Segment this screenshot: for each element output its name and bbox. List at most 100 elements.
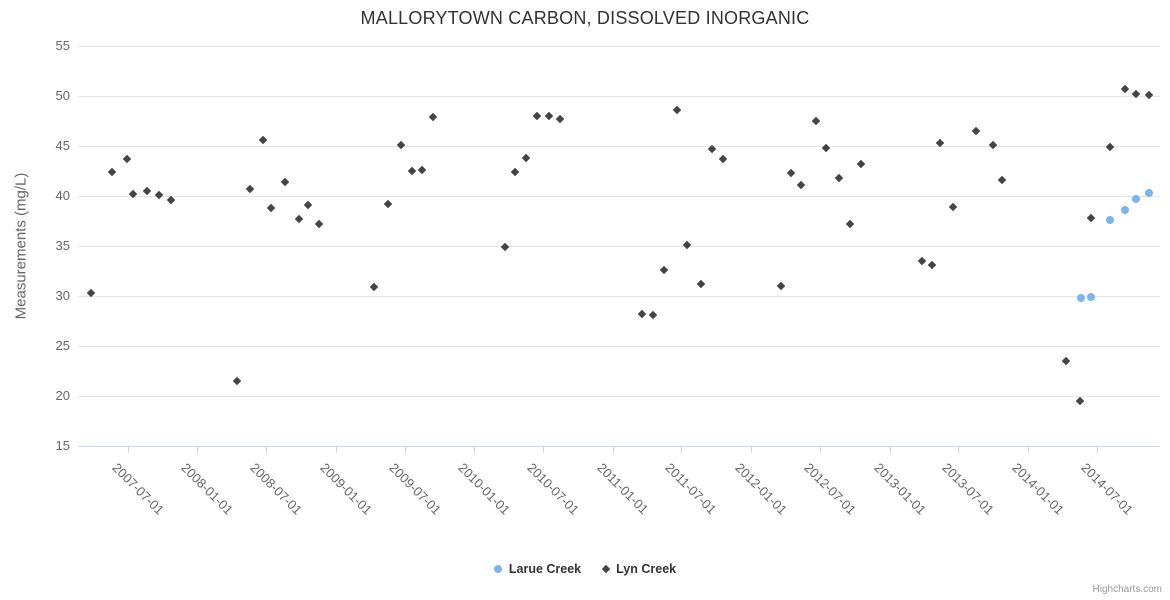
- y-tick-label: 20: [55, 388, 70, 404]
- data-point-lyn-creek[interactable]: [232, 376, 242, 386]
- x-tick: [751, 447, 753, 453]
- data-point-lyn-creek[interactable]: [971, 126, 981, 136]
- y-tick-label: 30: [55, 288, 70, 304]
- data-point-lyn-creek[interactable]: [155, 190, 164, 200]
- data-point-lyn-creek[interactable]: [856, 159, 865, 169]
- data-point-lyn-creek[interactable]: [545, 111, 554, 121]
- data-point-lyn-creek[interactable]: [107, 167, 116, 177]
- data-point-lyn-creek[interactable]: [948, 202, 957, 212]
- data-point-larue-creek[interactable]: [1145, 189, 1153, 197]
- y-tick-label: 15: [55, 438, 70, 454]
- data-point-lyn-creek[interactable]: [500, 242, 509, 252]
- x-tick-label: 2008-07-01: [247, 460, 306, 518]
- y-gridline: [78, 146, 1160, 147]
- data-point-larue-creek[interactable]: [1076, 294, 1085, 302]
- data-point-lyn-creek[interactable]: [521, 153, 530, 163]
- x-tick-label: 2012-07-01: [801, 460, 860, 518]
- data-point-lyn-creek[interactable]: [988, 140, 998, 150]
- data-point-lyn-creek[interactable]: [834, 173, 844, 183]
- data-point-lyn-creek[interactable]: [407, 166, 417, 176]
- x-tick: [543, 447, 544, 453]
- data-point-lyn-creek[interactable]: [294, 214, 304, 224]
- x-tick: [958, 447, 960, 453]
- x-tick: [404, 447, 406, 453]
- data-point-lyn-creek[interactable]: [1075, 396, 1084, 406]
- data-point-lyn-creek[interactable]: [917, 256, 926, 266]
- data-point-lyn-creek[interactable]: [786, 168, 796, 178]
- data-point-lyn-creek[interactable]: [314, 219, 324, 229]
- x-tick: [266, 447, 268, 453]
- data-point-larue-creek[interactable]: [1132, 195, 1141, 203]
- x-tick: [820, 447, 822, 453]
- y-gridline: [78, 46, 1160, 47]
- x-tick-label: 2013-01-01: [871, 460, 929, 518]
- y-gridline: [78, 396, 1160, 397]
- y-gridline: [78, 196, 1160, 197]
- x-tick-label: 2011-07-01: [662, 460, 720, 517]
- data-point-lyn-creek[interactable]: [927, 260, 937, 270]
- data-point-lyn-creek[interactable]: [1120, 84, 1130, 94]
- x-tick: [889, 447, 891, 453]
- data-point-lyn-creek[interactable]: [245, 184, 255, 194]
- data-point-lyn-creek[interactable]: [266, 203, 275, 213]
- x-tick-label: 2013-07-01: [939, 460, 998, 518]
- legend-label: Larue Creek: [508, 562, 582, 576]
- data-point-lyn-creek[interactable]: [258, 135, 268, 145]
- data-point-larue-creek[interactable]: [1087, 293, 1096, 301]
- data-point-lyn-creek[interactable]: [122, 154, 131, 164]
- x-tick: [474, 447, 476, 453]
- data-point-lyn-creek[interactable]: [511, 167, 520, 177]
- data-point-larue-creek[interactable]: [1105, 216, 1114, 224]
- y-tick-label: 50: [55, 88, 70, 104]
- x-tick-label: 2007-07-01: [109, 460, 167, 518]
- data-point-lyn-creek[interactable]: [1144, 90, 1154, 100]
- data-point-lyn-creek[interactable]: [532, 111, 542, 121]
- y-tick-label: 25: [55, 338, 70, 354]
- data-point-lyn-creek[interactable]: [396, 140, 406, 150]
- data-point-lyn-creek[interactable]: [370, 282, 379, 292]
- data-point-lyn-creek[interactable]: [672, 105, 682, 115]
- data-point-lyn-creek[interactable]: [280, 177, 290, 187]
- y-tick-label: 45: [55, 138, 70, 154]
- y-gridline: [78, 296, 1160, 297]
- data-point-lyn-creek[interactable]: [384, 199, 393, 209]
- circle-marker-icon: [493, 565, 502, 573]
- data-point-lyn-creek[interactable]: [1086, 213, 1096, 223]
- x-tick-label: 2010-01-01: [455, 460, 514, 518]
- legend-item-larue-creek[interactable]: Larue Creek: [493, 562, 582, 576]
- x-tick: [336, 447, 338, 453]
- data-point-lyn-creek[interactable]: [718, 154, 727, 164]
- data-point-lyn-creek[interactable]: [166, 195, 176, 205]
- highcharts-credit-link[interactable]: Highcharts.com: [1092, 584, 1162, 595]
- data-point-lyn-creek[interactable]: [555, 114, 565, 124]
- legend-label: Lyn Creek: [616, 562, 677, 576]
- x-tick: [1096, 447, 1098, 453]
- data-point-lyn-creek[interactable]: [648, 310, 657, 320]
- x-tick-label: 2009-07-01: [386, 460, 444, 518]
- data-point-lyn-creek[interactable]: [811, 116, 820, 126]
- data-point-lyn-creek[interactable]: [845, 219, 854, 229]
- legend-item-lyn-creek[interactable]: Lyn Creek: [601, 562, 677, 576]
- data-point-lyn-creek[interactable]: [142, 186, 151, 196]
- y-gridline: [78, 96, 1160, 97]
- data-point-lyn-creek[interactable]: [303, 200, 313, 210]
- data-point-lyn-creek[interactable]: [997, 175, 1006, 185]
- data-point-larue-creek[interactable]: [1121, 206, 1130, 214]
- data-point-lyn-creek[interactable]: [659, 265, 669, 275]
- x-tick: [681, 447, 683, 453]
- data-point-lyn-creek[interactable]: [637, 309, 647, 319]
- data-point-lyn-creek[interactable]: [429, 112, 438, 122]
- y-gridline: [78, 246, 1160, 247]
- x-axis-line: [78, 446, 1160, 447]
- data-point-lyn-creek[interactable]: [682, 240, 692, 250]
- data-point-lyn-creek[interactable]: [417, 165, 427, 175]
- data-point-lyn-creek[interactable]: [1105, 142, 1115, 152]
- data-point-lyn-creek[interactable]: [776, 281, 785, 291]
- legend: Larue Creek Lyn Creek: [0, 562, 1170, 576]
- data-point-lyn-creek[interactable]: [1062, 356, 1071, 366]
- data-point-lyn-creek[interactable]: [696, 279, 706, 289]
- data-point-lyn-creek[interactable]: [797, 180, 806, 190]
- x-tick-label: 2010-07-01: [524, 460, 583, 518]
- x-tick: [612, 447, 614, 453]
